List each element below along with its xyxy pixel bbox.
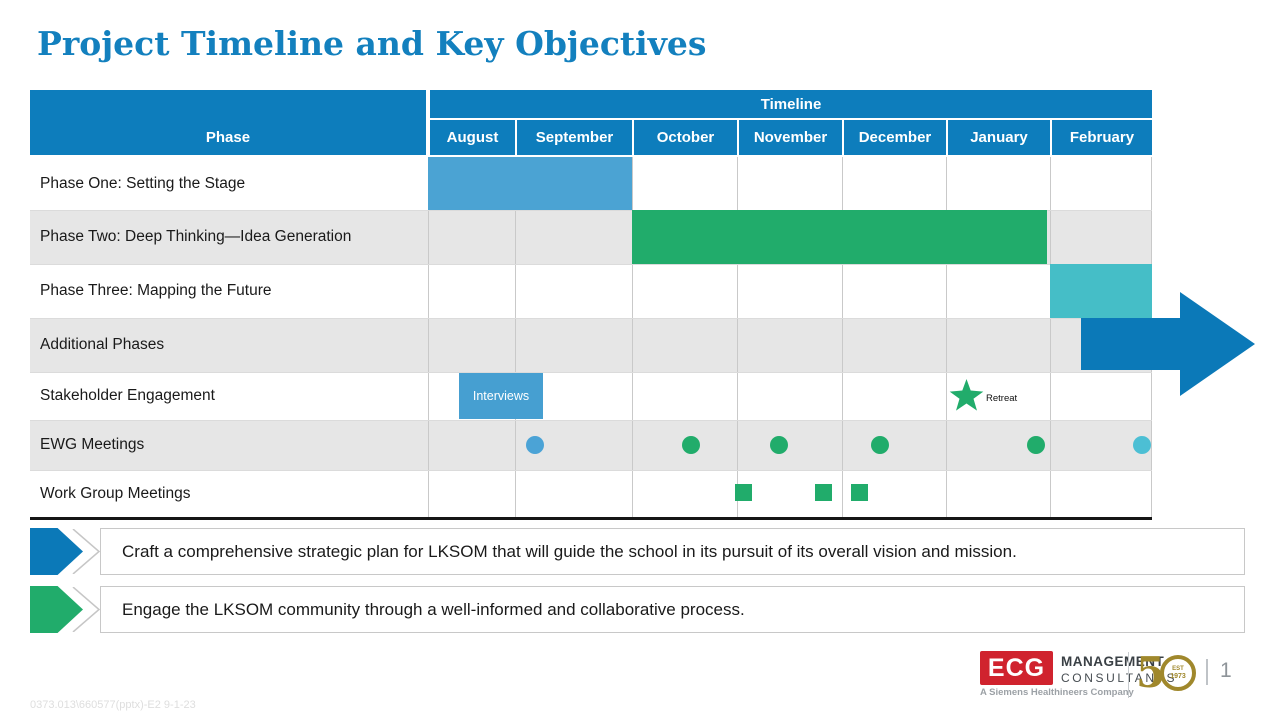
ewg-dot-february [1133, 436, 1151, 454]
ewg-dot-september [526, 436, 544, 454]
fifty-logo-zero-circle: EST 1973 [1160, 655, 1196, 691]
gridline-vertical [1050, 157, 1051, 517]
month-header-december: December [844, 120, 946, 155]
logo-divider [1128, 652, 1129, 698]
month-label: December [858, 129, 932, 146]
logo-siemens-label: A Siemens Healthineers Company [980, 687, 1134, 698]
gridline-vertical [946, 157, 947, 517]
objective-text-1: Craft a comprehensive strategic plan for… [122, 541, 1017, 561]
retreat-label: Retreat [986, 393, 1018, 404]
page-number: 1 [1220, 659, 1232, 682]
workgroup-square-3 [851, 484, 868, 501]
gridline-horizontal [30, 420, 1152, 421]
month-header-august: August [430, 120, 515, 155]
workgroup-square-1 [735, 484, 752, 501]
month-label: February [1069, 129, 1135, 146]
month-header-january: January [948, 120, 1050, 155]
gridline-horizontal [30, 210, 1152, 211]
objective-box-1: Craft a comprehensive strategic plan for… [100, 528, 1245, 575]
gridline-vertical [515, 157, 516, 517]
phase-two-bar [632, 210, 1047, 264]
phase-header-label: Phase [205, 129, 251, 146]
fifty-logo-year: 1973 [1170, 672, 1186, 680]
gantt-table: Phase Timeline August September October … [30, 90, 1255, 520]
page-title: Project Timeline and Key Objectives [37, 24, 707, 63]
objective-box-2: Engage the LKSOM community through a wel… [100, 586, 1245, 633]
logo-management-label: MANAGEMENT [1061, 654, 1165, 669]
month-header-february: February [1052, 120, 1152, 155]
table-bottom-rule [30, 517, 1152, 520]
logo-consultants-label: CONSULTANTS [1061, 671, 1178, 685]
gridline-vertical [632, 157, 633, 517]
row-label-additional-phases: Additional Phases [40, 336, 165, 353]
footer-document-code: 0373.013\660577(pptx)-E2 9-1-23 [30, 699, 196, 711]
month-header-september: September [517, 120, 632, 155]
timeline-header-cell: Timeline [430, 90, 1152, 118]
row-label-phase-three: Phase Three: Mapping the Future [40, 282, 272, 299]
phase-three-bar [1050, 264, 1152, 318]
month-label: January [970, 129, 1028, 146]
gridline-horizontal [30, 372, 1152, 373]
ecg-logo-text: ECG [987, 653, 1046, 682]
row-label-workgroup: Work Group Meetings [40, 485, 191, 502]
month-header-october: October [634, 120, 737, 155]
row-bg-additional-phases [30, 318, 1152, 372]
ewg-dot-december [871, 436, 889, 454]
row-label-ewg: EWG Meetings [40, 436, 145, 453]
gridline-vertical [428, 157, 429, 517]
gridline-horizontal [30, 470, 1152, 471]
interviews-box: Interviews [459, 373, 543, 419]
page-number-separator [1206, 659, 1208, 685]
gridline-vertical [737, 157, 738, 517]
gridline-horizontal [30, 264, 1152, 265]
month-header-november: November [739, 120, 842, 155]
chevron-right-icon [72, 587, 101, 632]
month-label: November [753, 129, 828, 146]
chevron-right-icon [72, 529, 101, 574]
timeline-header-label: Timeline [760, 95, 822, 113]
gridline-vertical [842, 157, 843, 517]
ewg-dot-january [1027, 436, 1045, 454]
forward-arrow-icon [1081, 292, 1255, 396]
phase-header-cell: Phase [30, 90, 426, 155]
month-label: October [656, 129, 715, 146]
ewg-dot-november [770, 436, 788, 454]
row-label-phase-one: Phase One: Setting the Stage [40, 175, 246, 192]
row-bg-workgroup [30, 470, 1152, 517]
objective-text-2: Engage the LKSOM community through a wel… [122, 599, 745, 619]
month-label: September [535, 129, 614, 146]
row-label-phase-two: Phase Two: Deep Thinking—Idea Generation [40, 228, 352, 245]
phase-one-bar [428, 157, 632, 210]
row-bg-phase-three [30, 264, 1152, 318]
ewg-dot-october [682, 436, 700, 454]
month-label: August [446, 129, 499, 146]
workgroup-square-2 [815, 484, 832, 501]
gridline-horizontal [30, 318, 1152, 319]
row-bg-ewg [30, 420, 1152, 470]
row-label-stakeholder: Stakeholder Engagement [40, 387, 215, 404]
ecg-logo: ECG [980, 651, 1053, 685]
fifty-logo-est: EST [1172, 665, 1184, 672]
